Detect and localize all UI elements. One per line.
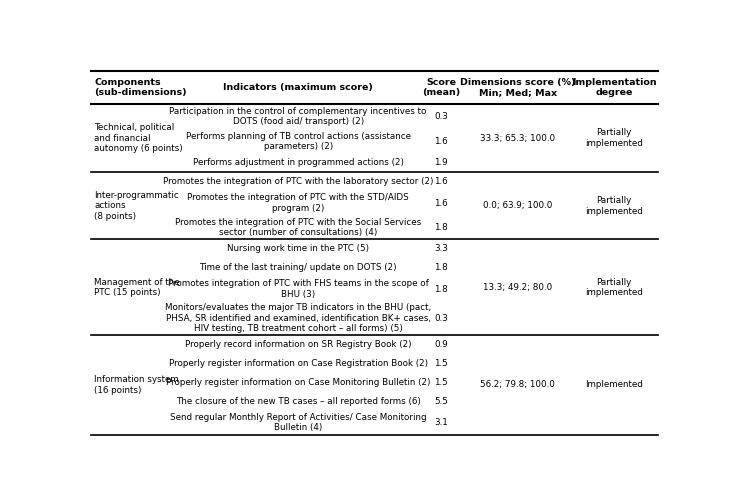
Text: Implementation
degree: Implementation degree [572, 78, 656, 97]
Text: Inter-programmatic
actions
(8 points): Inter-programmatic actions (8 points) [94, 191, 179, 221]
Text: Monitors/evaluates the major TB indicators in the BHU (pact,
PHSA, SR identified: Monitors/evaluates the major TB indicato… [165, 303, 431, 333]
Text: 1.5: 1.5 [434, 359, 448, 368]
Text: Technical, political
and financial
autonomy (6 points): Technical, political and financial auton… [94, 123, 183, 153]
Text: Partially
implemented: Partially implemented [585, 128, 643, 148]
Text: Properly record information on SR Registry Book (2): Properly record information on SR Regist… [185, 340, 412, 349]
Text: 1.6: 1.6 [434, 137, 448, 146]
Text: 0.0; 63.9; 100.0: 0.0; 63.9; 100.0 [483, 201, 553, 210]
Text: 13.3; 49.2; 80.0: 13.3; 49.2; 80.0 [483, 283, 553, 292]
Text: Dimensions score (%)
Min; Med; Max: Dimensions score (%) Min; Med; Max [460, 78, 575, 97]
Text: 1.9: 1.9 [434, 159, 448, 167]
Text: Partially
implemented: Partially implemented [585, 196, 643, 216]
Text: Nursing work time in the PTC (5): Nursing work time in the PTC (5) [227, 244, 369, 253]
Text: Properly register information on Case Registration Book (2): Properly register information on Case Re… [169, 359, 428, 368]
Text: 5.5: 5.5 [434, 397, 448, 406]
Text: Management of the
PTC (15 points): Management of the PTC (15 points) [94, 278, 180, 297]
Text: 0.3: 0.3 [434, 314, 448, 323]
Text: Promotes the integration of PTC with the laboratory sector (2): Promotes the integration of PTC with the… [163, 177, 433, 186]
Text: Send regular Monthly Report of Activities/ Case Monitoring
Bulletin (4): Send regular Monthly Report of Activitie… [170, 413, 426, 432]
Text: Components
(sub-dimensions): Components (sub-dimensions) [94, 78, 187, 97]
Text: Promotes the integration of PTC with the Social Services
sector (number of consu: Promotes the integration of PTC with the… [175, 218, 421, 237]
Text: 56.2; 79.8; 100.0: 56.2; 79.8; 100.0 [480, 381, 555, 390]
Text: 1.8: 1.8 [434, 285, 448, 294]
Text: Indicators (maximum score): Indicators (maximum score) [223, 83, 373, 92]
Text: 1.8: 1.8 [434, 263, 448, 272]
Text: Time of the last training/ update on DOTS (2): Time of the last training/ update on DOT… [200, 263, 397, 272]
Text: Promotes the integration of PTC with the STD/AIDS
program (2): Promotes the integration of PTC with the… [187, 193, 409, 213]
Text: 1.6: 1.6 [434, 177, 448, 186]
Text: 3.1: 3.1 [434, 418, 448, 427]
Text: 1.5: 1.5 [434, 378, 448, 387]
Text: 3.3: 3.3 [434, 244, 448, 253]
Text: Performs adjustment in programmed actions (2): Performs adjustment in programmed action… [193, 159, 404, 167]
Text: Score
(mean): Score (mean) [422, 78, 461, 97]
Text: 1.8: 1.8 [434, 223, 448, 232]
Text: Participation in the control of complementary incentives to
DOTS (food aid/ tran: Participation in the control of compleme… [170, 107, 427, 126]
Text: The closure of the new TB cases – all reported forms (6): The closure of the new TB cases – all re… [175, 397, 420, 406]
Text: 0.9: 0.9 [434, 340, 448, 349]
Text: Implemented: Implemented [585, 381, 643, 390]
Text: 33.3; 65.3; 100.0: 33.3; 65.3; 100.0 [480, 134, 556, 143]
Text: Information system
(16 points): Information system (16 points) [94, 375, 179, 395]
Text: Partially
implemented: Partially implemented [585, 278, 643, 297]
Text: 0.3: 0.3 [434, 112, 448, 121]
Text: Performs planning of TB control actions (assistance
parameters) (2): Performs planning of TB control actions … [186, 132, 411, 151]
Text: Promotes integration of PTC with FHS teams in the scope of
BHU (3): Promotes integration of PTC with FHS tea… [168, 279, 428, 299]
Text: Properly register information on Case Monitoring Bulletin (2): Properly register information on Case Mo… [166, 378, 431, 387]
Text: 1.6: 1.6 [434, 199, 448, 208]
